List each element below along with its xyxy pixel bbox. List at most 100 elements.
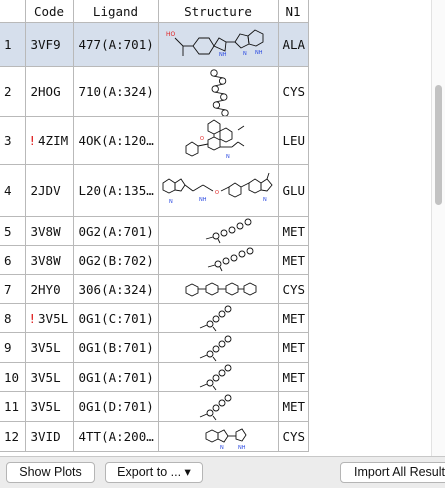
ligand-structure-icon: N NH xyxy=(159,423,278,451)
code-cell: ! 3V5L xyxy=(25,304,73,333)
ligand-structure-icon: N NH O N xyxy=(159,167,278,215)
n1-cell: CYS xyxy=(278,67,308,117)
code-cell: 3V5L xyxy=(25,392,73,422)
ligand-structure-icon xyxy=(159,246,278,274)
bottom-toolbar: Show Plots Export to ... ▾ Import All Re… xyxy=(0,456,445,488)
structure-cell xyxy=(158,67,278,117)
table-row[interactable]: 9 3V5L 0G1(B:701) MET xyxy=(0,333,308,363)
structure-cell xyxy=(158,246,278,275)
structure-cell xyxy=(158,392,278,422)
import-all-results-button[interactable]: Import All Results xyxy=(340,462,445,483)
column-header-code[interactable]: Code xyxy=(25,0,73,23)
code-cell: 3VID xyxy=(25,422,73,452)
row-index-cell: 5 xyxy=(0,217,25,246)
table-row[interactable]: 7 2HY0 306(A:324) CYS xyxy=(0,275,308,304)
code-cell: 2JDV xyxy=(25,165,73,217)
table-row[interactable]: 1 3VF9 477(A:701) HO NH N NH ALA xyxy=(0,23,308,67)
row-index-cell: 8 xyxy=(0,304,25,333)
code-cell: 3VF9 xyxy=(25,23,73,67)
ligand-cell: 477(A:701) xyxy=(73,23,158,67)
table-row[interactable]: 2 2HOG 710(A:324) CYS xyxy=(0,67,308,117)
code-text: 4ZIM xyxy=(38,133,68,148)
row-index-cell: 7 xyxy=(0,275,25,304)
n1-cell: MET xyxy=(278,333,308,363)
ligand-structure-icon xyxy=(159,334,278,362)
ligand-structure-icon xyxy=(159,275,278,303)
structure-cell: HO NH N NH xyxy=(158,23,278,67)
ligand-structure-icon xyxy=(159,363,278,391)
ligand-cell: 0G1(C:701) xyxy=(73,304,158,333)
table-row[interactable]: 12 3VID 4TT(A:200… N NH CYS xyxy=(0,422,308,452)
structure-cell xyxy=(158,275,278,304)
warning-indicator: ! xyxy=(29,311,37,326)
structure-cell xyxy=(158,333,278,363)
column-header-index[interactable] xyxy=(0,0,25,23)
row-index-cell: 3 xyxy=(0,117,25,165)
table-row[interactable]: 6 3V8W 0G2(B:702) MET xyxy=(0,246,308,275)
results-table: Code Ligand Structure N1 1 3VF9 477(A:701)… xyxy=(0,0,309,452)
code-cell: 3V5L xyxy=(25,363,73,392)
ligand-cell: 306(A:324) xyxy=(73,275,158,304)
show-plots-button[interactable]: Show Plots xyxy=(6,462,95,483)
column-header-structure[interactable]: Structure xyxy=(158,0,278,23)
scrollbar-thumb[interactable] xyxy=(435,85,442,205)
table-row[interactable]: 3! 4ZIM 4OK(A:120… O N LEU xyxy=(0,117,308,165)
n1-cell: CYS xyxy=(278,275,308,304)
table-row[interactable]: 5 3V8W 0G2(A:701) MET xyxy=(0,217,308,246)
ligand-cell: 4OK(A:120… xyxy=(73,117,158,165)
ligand-structure-icon: HO NH N NH xyxy=(159,24,278,66)
ligand-structure-icon xyxy=(159,217,278,245)
table-header-row: Code Ligand Structure N1 xyxy=(0,0,308,23)
code-cell: 3V5L xyxy=(25,333,73,363)
structure-cell xyxy=(158,217,278,246)
n1-cell: MET xyxy=(278,304,308,333)
svg-text:N: N xyxy=(220,445,224,451)
n1-cell: CYS xyxy=(278,422,308,452)
code-text: 3V5L xyxy=(31,340,61,355)
ligand-structure-icon xyxy=(159,304,278,332)
structure-cell xyxy=(158,363,278,392)
structure-cell: N NH xyxy=(158,422,278,452)
export-to-dropdown[interactable]: Export to ... ▾ xyxy=(105,462,203,483)
ligand-cell: L20(A:135… xyxy=(73,165,158,217)
structure-cell xyxy=(158,304,278,333)
row-index-cell: 9 xyxy=(0,333,25,363)
row-index-cell: 4 xyxy=(0,165,25,217)
svg-text:O: O xyxy=(200,136,204,142)
warning-indicator: ! xyxy=(29,133,37,148)
svg-text:NH: NH xyxy=(255,50,263,56)
column-header-ligand[interactable]: Ligand xyxy=(73,0,158,23)
n1-cell: GLU xyxy=(278,165,308,217)
n1-cell: ALA xyxy=(278,23,308,67)
ligand-cell: 0G1(A:701) xyxy=(73,363,158,392)
row-index-cell: 1 xyxy=(0,23,25,67)
ligand-structure-icon xyxy=(159,68,278,116)
svg-text:N: N xyxy=(263,197,267,203)
code-text: 3V8W xyxy=(31,253,61,268)
row-index-cell: 6 xyxy=(0,246,25,275)
ligand-cell: 710(A:324) xyxy=(73,67,158,117)
n1-cell: MET xyxy=(278,217,308,246)
row-index-cell: 12 xyxy=(0,422,25,452)
code-text: 3V8W xyxy=(31,224,61,239)
table-row[interactable]: 4 2JDV L20(A:135… N NH O N GLU xyxy=(0,165,308,217)
code-text: 2HOG xyxy=(31,84,61,99)
code-text: 3V5L xyxy=(38,311,68,326)
ligand-structure-icon xyxy=(159,393,278,421)
svg-text:NH: NH xyxy=(199,197,207,203)
column-header-n1[interactable]: N1 xyxy=(278,0,308,23)
ligand-cell: 0G2(B:702) xyxy=(73,246,158,275)
table-row[interactable]: 10 3V5L 0G1(A:701) MET xyxy=(0,363,308,392)
ligand-cell: 0G2(A:701) xyxy=(73,217,158,246)
n1-cell: LEU xyxy=(278,117,308,165)
row-index-cell: 11 xyxy=(0,392,25,422)
results-table-container: Code Ligand Structure N1 1 3VF9 477(A:701)… xyxy=(0,0,431,456)
vertical-scrollbar[interactable] xyxy=(431,0,445,456)
table-row[interactable]: 11 3V5L 0G1(D:701) MET xyxy=(0,392,308,422)
svg-text:HO: HO xyxy=(166,31,176,38)
svg-text:O: O xyxy=(215,190,219,196)
table-row[interactable]: 8! 3V5L 0G1(C:701) MET xyxy=(0,304,308,333)
svg-text:N: N xyxy=(226,154,230,160)
row-index-cell: 10 xyxy=(0,363,25,392)
